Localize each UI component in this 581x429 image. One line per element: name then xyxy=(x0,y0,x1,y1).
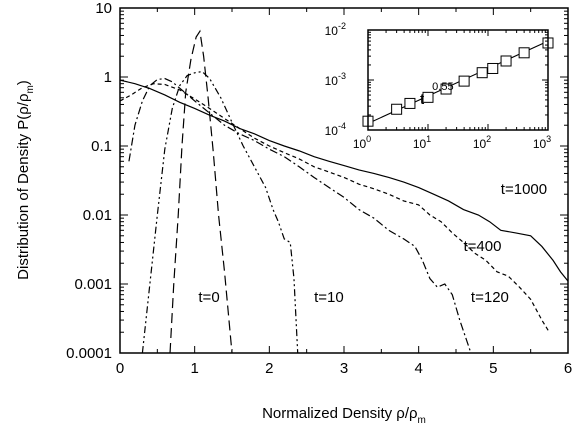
inset-y-tick-label: 10-2 xyxy=(325,21,346,38)
inset-data-marker xyxy=(391,103,403,115)
inset-x-tick-label: 100 xyxy=(353,134,371,151)
inset-data-marker xyxy=(404,97,416,109)
y-tick-label: 10 xyxy=(95,0,112,17)
main-ticks-group xyxy=(119,7,569,354)
inset-y-tick-label: 10-3 xyxy=(325,71,346,88)
inset-x-tick-label: 102 xyxy=(473,134,491,151)
inset-data-marker xyxy=(487,62,499,74)
inset-background xyxy=(368,30,548,130)
y-axis-label-subscript: m xyxy=(25,85,36,93)
inset-data-marker xyxy=(440,83,452,95)
x-axis-label-main: Normalized Density ρ/ρ xyxy=(262,405,417,422)
x-tick-label: 6 xyxy=(564,360,572,377)
x-axis-label: Normalized Density ρ/ρm xyxy=(262,405,426,426)
inset-data-marker xyxy=(500,55,512,67)
y-axis-label: Distribution of Density P(ρ/ρm) xyxy=(15,80,36,280)
y-tick-label: 0.1 xyxy=(91,138,112,155)
inset-annotation-exponent: 0.55 xyxy=(432,81,453,93)
inset-exponent-annotation: t 0.55 xyxy=(420,81,454,108)
main-tick-labels-group: 0 1 2 3 4 5 6 0.0001 0.001 0.01 0.1 1 10 xyxy=(66,0,572,377)
series-annotation: t=10 xyxy=(314,289,344,306)
inset-data-marker xyxy=(422,91,434,103)
inset-ticks-group xyxy=(367,29,549,131)
inset-x-tick-label: 103 xyxy=(533,134,551,151)
series-line-t-0 xyxy=(169,29,233,354)
inset-annotation-base: t xyxy=(420,91,425,108)
main-series-group xyxy=(119,29,569,354)
inset-data-marker xyxy=(458,75,470,87)
inset-data-marker xyxy=(476,67,488,79)
series-annotation: t=1000 xyxy=(501,181,547,198)
y-tick-label: 0.01 xyxy=(83,207,112,224)
main-annotations-group: t=1000 t=400 t=120 t=10 t=0 xyxy=(198,181,547,306)
y-tick-label: 0.001 xyxy=(74,276,112,293)
y-tick-label: 0.0001 xyxy=(66,345,112,362)
inset-data-marker xyxy=(518,47,530,59)
series-annotation: t=0 xyxy=(198,289,219,306)
y-tick-label: 1 xyxy=(104,69,112,86)
series-line-t-10 xyxy=(141,70,299,354)
inset-tick-labels-group: 100 101 102 103 10-4 10-3 10-2 xyxy=(325,21,552,151)
series-annotation: t=120 xyxy=(471,289,509,306)
series-annotation: t=400 xyxy=(463,238,501,255)
series-line-t-1000 xyxy=(119,79,569,282)
x-tick-label: 2 xyxy=(265,360,273,377)
x-tick-label: 4 xyxy=(414,360,422,377)
y-axis-label-tail: ) xyxy=(15,80,32,85)
main-chart: 0 1 2 3 4 5 6 0.0001 0.001 0.01 0.1 1 10 t=1000 t=400… xyxy=(15,0,572,426)
series-line-t-400 xyxy=(119,83,550,333)
x-tick-label: 1 xyxy=(190,360,198,377)
inset-chart: 100 101 102 103 10-4 10-3 10-2 t 0.55 xyxy=(325,21,554,151)
x-tick-label: 0 xyxy=(116,360,124,377)
inset-y-tick-label: 10-4 xyxy=(325,121,346,138)
series-line-t-120 xyxy=(128,77,472,354)
inset-x-tick-label: 101 xyxy=(413,134,431,151)
x-tick-label: 3 xyxy=(340,360,348,377)
y-axis-label-main: Distribution of Density P(ρ/ρ xyxy=(15,94,32,280)
x-axis-label-subscript: m xyxy=(418,415,426,426)
x-tick-label: 5 xyxy=(489,360,497,377)
